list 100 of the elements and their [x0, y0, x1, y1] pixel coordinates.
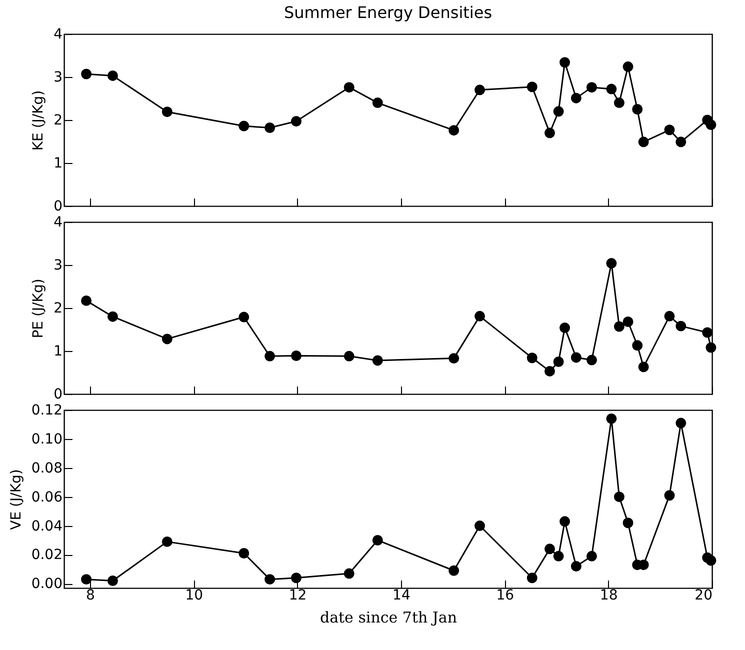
point — [107, 70, 118, 81]
point — [614, 321, 624, 332]
point — [238, 120, 250, 132]
point — [448, 125, 460, 136]
chart-title: Summer Energy Densities — [284, 3, 492, 22]
point — [632, 340, 643, 351]
point — [586, 82, 597, 93]
point — [676, 136, 686, 148]
point — [238, 548, 250, 558]
point — [474, 310, 485, 322]
point — [291, 572, 302, 584]
point — [448, 565, 460, 576]
y-tick-label: 2 — [54, 112, 62, 128]
point — [638, 362, 649, 372]
point — [586, 550, 597, 562]
y-tick-label: 4 — [54, 26, 63, 42]
point — [81, 295, 92, 306]
point — [706, 555, 716, 566]
point — [664, 310, 675, 322]
point — [664, 490, 675, 501]
point — [676, 320, 686, 332]
point — [107, 576, 118, 586]
y-tick-label: 0 — [54, 198, 62, 214]
x-axis-title: date since 7th Jan — [320, 608, 458, 626]
point — [664, 124, 675, 136]
point — [81, 574, 92, 585]
point — [474, 520, 485, 532]
point — [706, 119, 716, 130]
point — [372, 355, 383, 366]
y-tick-label: 0.12 — [31, 402, 62, 418]
point — [238, 312, 250, 322]
y-tick-label: 1 — [54, 344, 62, 360]
point — [372, 98, 383, 108]
point — [162, 536, 172, 547]
point — [264, 350, 276, 362]
x-tick-label: 12 — [288, 588, 307, 604]
y-tick-label: 0.02 — [31, 547, 62, 564]
point — [372, 535, 383, 546]
x-tick-label: 14 — [392, 588, 410, 604]
point — [560, 516, 570, 527]
point — [264, 574, 276, 585]
point — [344, 350, 354, 362]
point — [560, 57, 570, 68]
point — [544, 128, 555, 138]
point — [162, 334, 172, 344]
y-axis-title: KE (J/Kg) — [30, 90, 47, 151]
point — [606, 413, 617, 424]
y-tick-label: 2 — [54, 300, 62, 316]
y-tick-label: 0 — [54, 386, 62, 402]
x-tick-label: 18 — [600, 588, 618, 604]
point — [107, 311, 118, 322]
point — [544, 366, 555, 376]
point — [526, 352, 538, 364]
point — [586, 354, 597, 366]
x-tick-label: 8 — [86, 588, 95, 604]
point — [291, 116, 302, 127]
point — [544, 544, 555, 554]
point — [570, 352, 582, 363]
point — [553, 356, 564, 367]
point — [344, 82, 354, 93]
point — [570, 92, 582, 104]
y-tick-label: 0.04 — [31, 518, 63, 534]
point — [560, 322, 570, 334]
y-tick-label: 0.06 — [31, 489, 63, 506]
point — [526, 82, 538, 92]
y-tick-label: 0.00 — [31, 576, 62, 592]
point — [81, 68, 92, 80]
point — [706, 342, 716, 353]
point — [291, 350, 302, 361]
y-tick-label: 1 — [54, 156, 62, 172]
point — [614, 492, 624, 502]
point — [570, 561, 582, 572]
y-tick-label: 3 — [54, 258, 62, 274]
point — [162, 106, 172, 118]
point — [702, 327, 713, 338]
x-tick-label: 10 — [185, 588, 204, 604]
y-axis-title: PE (J/Kg) — [30, 278, 47, 338]
point — [606, 258, 617, 269]
y-tick-label: 0.08 — [31, 460, 62, 476]
point — [676, 418, 686, 428]
point — [264, 122, 276, 133]
point — [526, 572, 538, 584]
point — [638, 136, 649, 148]
point — [344, 568, 354, 579]
y-axis-title: VE (J/Kg) — [8, 469, 24, 530]
x-tick-label: 20 — [694, 588, 712, 604]
point — [474, 84, 485, 96]
y-tick-label: 3 — [54, 70, 62, 86]
point — [632, 104, 643, 114]
point — [622, 518, 634, 528]
point — [553, 550, 564, 562]
y-tick-label: 4 — [54, 214, 63, 230]
point — [553, 106, 564, 117]
point — [614, 98, 624, 108]
y-tick-label: 0.10 — [31, 431, 62, 448]
x-tick-label: 16 — [496, 588, 514, 604]
point — [606, 84, 617, 94]
point — [622, 61, 634, 72]
point — [622, 316, 634, 327]
point — [448, 353, 460, 364]
